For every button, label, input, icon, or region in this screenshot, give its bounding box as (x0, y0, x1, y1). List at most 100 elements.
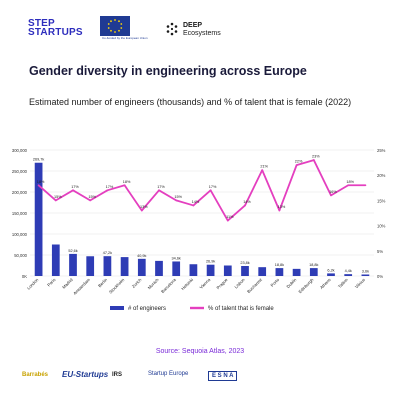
line-data-label: 17% (71, 185, 79, 189)
bar-data-label: 52,6k (68, 249, 77, 253)
line-data-label: 11% (226, 215, 234, 219)
irs-logo: IRS (112, 372, 123, 378)
line-point (106, 189, 109, 192)
deep-logo-line2: Ecosystems (183, 30, 221, 37)
bar (206, 264, 215, 276)
bar (189, 264, 198, 276)
x-tick-label: Helsinki (180, 277, 194, 291)
x-tick-label: Paris (46, 277, 56, 287)
x-tick-label: Bucharest (246, 277, 263, 294)
source-note: Source: Sequoia Atlas, 2023 (155, 348, 245, 355)
bar (309, 268, 318, 276)
bar (241, 266, 249, 276)
x-tick-label: Munich (147, 277, 161, 291)
line-point (330, 194, 332, 197)
deep-logo-icon (166, 22, 178, 36)
legend-label-engineers: # of engineers (128, 306, 166, 312)
bar (51, 244, 60, 276)
line-data-label: 17% (209, 185, 217, 189)
line-point (244, 204, 246, 207)
bar (344, 274, 353, 276)
line-point (140, 209, 143, 212)
line-data-label: 14% (243, 200, 251, 204)
line-data-label: 15% (54, 195, 62, 199)
line-point (278, 209, 281, 212)
line-point (209, 189, 212, 192)
partner-logos: Barrabés EU-Startups IRS Startup Europe … (0, 364, 400, 394)
line-data-label: 14% (192, 200, 200, 204)
bar (275, 268, 284, 276)
barrabes-logo: Barrabés (22, 372, 49, 378)
line-data-label: 17% (106, 185, 114, 189)
x-tick-label: Vilnius (354, 277, 366, 289)
line-data-label: 16% (329, 190, 337, 194)
chart-container: 0K 50,000 100,000 150,000 200,000 250,000 300,… (0, 140, 400, 330)
bar-data-label: 47,2k (103, 251, 112, 255)
line-data-label: 18% (123, 180, 131, 184)
x-tick-label: Madrid (61, 277, 74, 290)
eu-startups-logo: EU-Startups (62, 370, 109, 379)
bar (86, 256, 95, 276)
x-tick-label: Dublin (285, 277, 297, 289)
bar-data-label: 23,8k (240, 261, 249, 265)
line-data-label: 17% (157, 185, 165, 189)
bar (172, 261, 181, 276)
line-data-label: 18% (346, 180, 354, 184)
line-data-label: 18% (37, 180, 45, 184)
bar-data-label: 3,6k (362, 269, 369, 273)
x-tick-label: Zurich (131, 277, 143, 289)
startup-europe-logo: Startup Europe (148, 371, 189, 377)
line-data-label: 23% (312, 155, 320, 159)
line-data-label: 22% (295, 160, 303, 164)
y-left-tick-label: 150,000 (12, 211, 28, 216)
x-tick-label: Berlin (97, 277, 109, 289)
bar (292, 268, 301, 276)
bar (34, 162, 43, 276)
y-left-tick-label: 0K (22, 274, 27, 279)
bar (258, 267, 267, 276)
bar-data-label: 40,9k (137, 254, 146, 258)
line-point (37, 184, 40, 187)
line-data-label: 21% (260, 165, 268, 169)
esna-logo: E S N A (208, 371, 238, 381)
x-tick-label: London (26, 277, 40, 291)
line-point (72, 189, 74, 192)
x-tick-label: Athens (319, 277, 332, 290)
step-logo-line1: STEP (28, 18, 55, 29)
y-left-tick-label: 50,000 (14, 253, 27, 258)
line-data-label: 15% (88, 195, 96, 199)
bar-data-label: 6,2k (327, 268, 334, 272)
line-series-female (38, 159, 366, 222)
line-point (158, 189, 160, 192)
line-point (54, 199, 57, 202)
bar-data-label: 4,4k (345, 269, 352, 273)
line-point (123, 184, 126, 187)
bar-data-label: 18,8k (309, 263, 318, 267)
chart-title: Gender diversity in engineering across E… (29, 64, 307, 78)
y-right-tick-label: 20% (377, 173, 386, 178)
eu-caption: Co-funded by the European Union (102, 36, 148, 40)
bar (361, 274, 370, 276)
y-left-tick-label: 100,000 (12, 232, 28, 237)
deep-ecosystems-logo: DEEP Ecosystems (165, 20, 225, 40)
x-tick-label: Amsterdam (72, 277, 91, 296)
eu-flag-icon (100, 16, 130, 36)
x-tick-label: Prague (215, 277, 229, 291)
bar-data-label: 34,6k (172, 256, 181, 260)
deep-logo-line1: DEEP (183, 22, 203, 29)
line-data-label: 13% (140, 205, 148, 209)
legend-swatch-engineers (110, 306, 124, 310)
bar-data-label: 269,7k (33, 158, 45, 162)
line-point (364, 184, 367, 187)
y-right-tick-label: 25% (377, 148, 386, 153)
bar-data-label: 26,9k (206, 260, 215, 264)
step-startups-logo: STEP STARTUPS (28, 18, 83, 38)
bar (103, 256, 112, 276)
y-right-tick-label: 10% (377, 224, 386, 229)
line-point (89, 199, 92, 202)
line-point (192, 204, 195, 207)
line-point (312, 159, 315, 161)
bar (327, 273, 335, 276)
x-tick-label: Lisbon (233, 277, 246, 290)
y-right-tick-label: 0% (377, 274, 383, 279)
